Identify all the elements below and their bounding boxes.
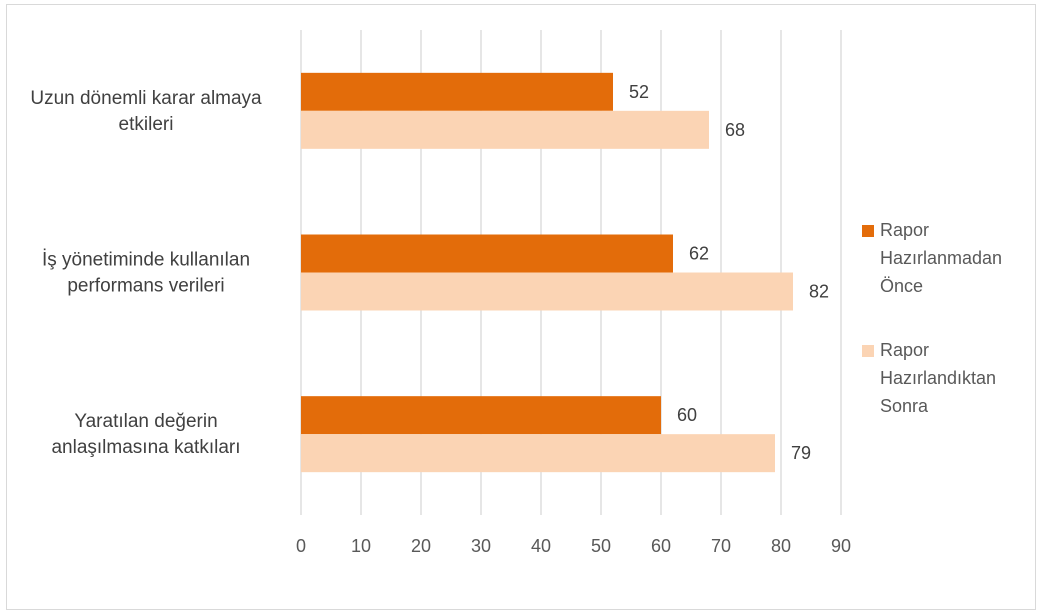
data-label: 82: [809, 282, 829, 302]
data-label: 52: [629, 82, 649, 102]
x-tick-label: 40: [531, 536, 551, 556]
x-tick-label: 50: [591, 536, 611, 556]
data-label: 79: [791, 443, 811, 463]
legend-entry: Rapor Hazırlandıktan Sonra: [880, 340, 996, 416]
category-label: Uzun dönemli karar almaya etkileri: [30, 88, 262, 135]
data-label: 62: [689, 244, 709, 264]
x-tick-label: 30: [471, 536, 491, 556]
x-tick-label: 20: [411, 536, 431, 556]
legend-swatch: [862, 225, 874, 237]
bar: [301, 272, 793, 311]
legend-swatch: [862, 345, 874, 357]
bar: [301, 110, 709, 149]
bar: [301, 234, 673, 273]
x-tick-label: 0: [296, 536, 306, 556]
bar: [301, 396, 661, 435]
category-label: Yaratılan değerin anlaşılmasına katkıları: [51, 411, 240, 458]
x-tick-label: 90: [831, 536, 851, 556]
x-tick-label: 60: [651, 536, 671, 556]
x-tick-label: 80: [771, 536, 791, 556]
data-label: 60: [677, 405, 697, 425]
legend-entry: Rapor Hazırlanmadan Önce: [880, 220, 1002, 296]
x-tick-label: 10: [351, 536, 371, 556]
bar: [301, 72, 613, 111]
data-label: 68: [725, 120, 745, 140]
category-label: İş yönetiminde kullanılan performans veri…: [42, 250, 250, 297]
x-tick-label: 70: [711, 536, 731, 556]
bar: [301, 434, 775, 473]
